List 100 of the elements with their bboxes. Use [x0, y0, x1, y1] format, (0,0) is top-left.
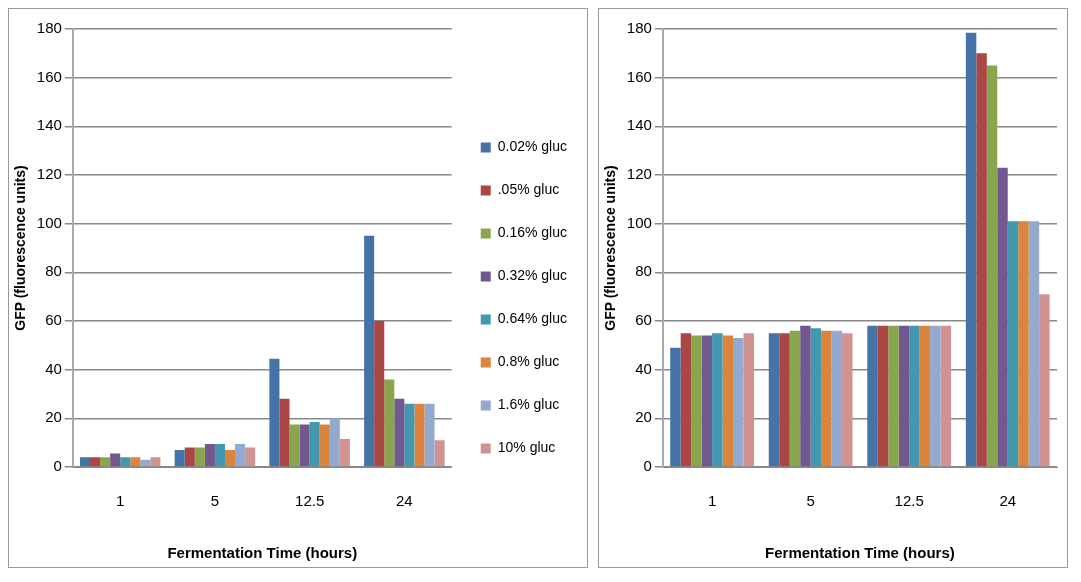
y-tick-label: 40	[45, 359, 62, 377]
bar	[214, 443, 225, 467]
bar	[245, 447, 256, 467]
bar	[821, 330, 832, 467]
bar	[842, 333, 853, 467]
bar	[79, 457, 90, 467]
bar	[424, 403, 435, 467]
bar	[204, 443, 215, 467]
y-tick-label: 0	[643, 457, 652, 475]
bar	[100, 457, 111, 467]
y-tick-label: 60	[635, 311, 652, 329]
y-tick-label: 160	[36, 67, 62, 85]
bar	[877, 325, 889, 467]
x-tick-label: 5	[806, 492, 815, 510]
x-tick-label: 24	[999, 492, 1017, 510]
bar	[940, 325, 952, 467]
bar	[194, 447, 205, 467]
bar	[919, 325, 931, 467]
bar	[319, 424, 330, 467]
x-tick-label: 1	[707, 492, 717, 510]
y-axis-title: GFP (fluorescence units)	[12, 165, 29, 331]
bar	[90, 457, 101, 467]
bar	[110, 453, 121, 467]
bar	[1007, 221, 1019, 467]
x-axis-title: Fermentation Time (hours)	[167, 544, 358, 562]
legend-label: 1.6% gluc	[497, 396, 560, 413]
bar	[712, 333, 723, 467]
y-tick-label: 100	[626, 213, 652, 231]
bar	[691, 335, 702, 467]
bar	[289, 424, 300, 467]
bar	[888, 325, 899, 467]
y-tick-label: 100	[36, 213, 62, 231]
bar	[339, 439, 350, 467]
y-tick-label: 0	[53, 457, 62, 475]
bar	[997, 167, 1008, 467]
bar	[1028, 221, 1040, 467]
bar	[150, 457, 161, 467]
bar	[184, 447, 195, 467]
bar	[867, 325, 878, 467]
y-tick-label: 80	[45, 262, 62, 280]
x-tick-label: 24	[396, 492, 413, 510]
y-tick-label: 120	[36, 165, 62, 183]
bar	[299, 424, 310, 467]
bar	[930, 325, 941, 467]
y-tick-label: 80	[635, 262, 652, 280]
bar	[174, 449, 185, 467]
bar	[831, 330, 843, 467]
legend-label: 0.32% gluc	[497, 267, 568, 284]
bar	[384, 379, 395, 467]
x-tick-label: 12.5	[894, 492, 924, 510]
bar	[722, 335, 734, 467]
x-tick-label: 12.5	[295, 492, 325, 510]
x-tick-label: 5	[210, 492, 220, 510]
legend-label: .05% gluc	[497, 181, 560, 198]
y-tick-label: 40	[635, 359, 652, 377]
x-axis-title: Fermentation Time (hours)	[765, 544, 955, 562]
y-tick-label: 20	[635, 408, 652, 426]
legend-label: 0.64% gluc	[497, 310, 568, 327]
bar	[800, 325, 811, 467]
y-tick-label: 120	[626, 165, 652, 183]
bar	[309, 421, 320, 467]
bar	[670, 347, 681, 467]
bar	[434, 440, 445, 467]
bar	[680, 333, 692, 467]
bar	[130, 457, 141, 467]
bar	[279, 398, 290, 467]
legend-label: 0.16% gluc	[497, 224, 568, 241]
x-tick-label: 1	[116, 492, 125, 510]
bar	[120, 457, 131, 467]
bar	[140, 459, 151, 467]
bar	[394, 398, 405, 467]
bar	[743, 333, 754, 467]
bar	[329, 418, 340, 467]
bar	[1018, 221, 1029, 467]
bar	[779, 333, 790, 467]
bar	[810, 328, 822, 467]
bar	[986, 65, 998, 467]
y-tick-label: 180	[626, 19, 652, 37]
bar	[1039, 294, 1050, 467]
y-tick-label: 180	[36, 19, 62, 37]
bar	[768, 333, 780, 467]
y-tick-label: 140	[626, 116, 652, 134]
bar	[789, 330, 801, 467]
y-tick-label: 140	[36, 116, 62, 134]
bar	[374, 321, 385, 467]
bar	[733, 338, 744, 467]
bar	[404, 403, 415, 467]
bar	[976, 53, 987, 467]
y-axis-title: GFP (fluorescence units)	[602, 165, 619, 331]
y-tick-label: 160	[626, 67, 652, 85]
legend-label: 0.8% gluc	[497, 353, 560, 370]
legend-label: 0.02% gluc	[497, 138, 568, 155]
bar	[224, 449, 236, 467]
legend-label: 10% gluc	[497, 439, 556, 456]
bar	[965, 32, 977, 467]
bar	[909, 325, 920, 467]
bar	[898, 325, 910, 467]
bar	[269, 358, 280, 467]
y-tick-label: 60	[45, 311, 62, 329]
y-tick-label: 20	[45, 408, 62, 426]
